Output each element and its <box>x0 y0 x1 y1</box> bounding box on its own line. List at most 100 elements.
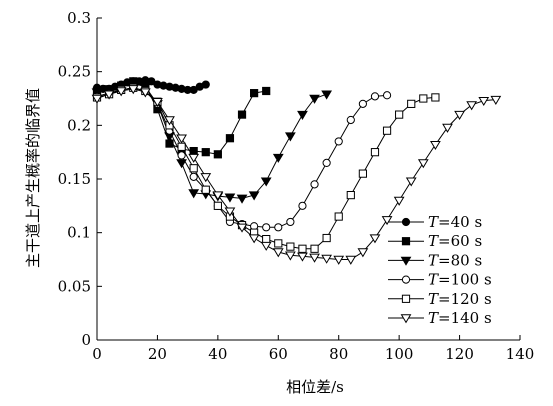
data-point <box>177 151 186 160</box>
legend: T=40 sT=60 sT=80 sT=100 sT=120 sT=140 s <box>388 213 492 327</box>
data-point <box>298 201 307 210</box>
data-point <box>381 216 393 226</box>
y-tick-label: 0.25 <box>58 63 91 81</box>
data-point <box>310 180 319 189</box>
data-point <box>248 191 260 201</box>
data-point <box>405 177 417 187</box>
legend-marker <box>400 256 412 266</box>
legend-label: T=100 s <box>428 271 492 289</box>
legend-marker <box>400 314 412 324</box>
data-point <box>334 137 343 146</box>
legend-marker <box>401 275 411 284</box>
data-point <box>236 223 248 233</box>
data-point <box>237 110 247 119</box>
data-point <box>321 254 333 264</box>
axes: 0 20 40 60 80 100 120 140 0 0.05 0.1 0.15 0.2 0.25 0.3 <box>58 9 535 363</box>
data-point <box>248 234 260 244</box>
data-point <box>189 164 198 173</box>
data-point <box>395 110 404 119</box>
x-tick-label: 60 <box>269 345 288 363</box>
legend-item: T=140 s <box>388 309 492 327</box>
data-point <box>127 85 139 95</box>
data-point <box>213 201 222 210</box>
series-6 <box>91 85 502 265</box>
data-point <box>250 89 259 98</box>
legend-label-var: T <box>428 232 439 250</box>
legend-item: T=80 s <box>388 251 482 269</box>
data-point <box>407 99 416 108</box>
x-tick-label: 20 <box>148 345 167 363</box>
data-point <box>284 132 296 142</box>
data-point <box>212 191 224 201</box>
legend-label-var: T <box>428 271 439 289</box>
data-point <box>176 134 187 144</box>
data-point <box>115 87 127 97</box>
data-point <box>103 90 115 100</box>
data-point <box>370 92 380 101</box>
legend-label-rest: =100 s <box>438 271 492 289</box>
data-point <box>201 80 210 89</box>
data-point <box>478 96 490 107</box>
x-tick-label: 40 <box>208 345 227 363</box>
legend-label-rest: =40 s <box>438 213 482 231</box>
data-point <box>176 159 187 169</box>
legend-label-var: T <box>428 213 439 231</box>
data-point <box>272 248 284 258</box>
data-point <box>177 142 186 151</box>
legend-marker <box>401 217 411 227</box>
data-point <box>358 169 367 178</box>
data-point <box>309 94 320 104</box>
legend-item: T=100 s <box>388 271 492 289</box>
x-tick-label: 100 <box>385 345 414 363</box>
data-point <box>321 90 333 100</box>
data-point <box>393 196 405 206</box>
data-point <box>274 223 283 232</box>
data-point <box>310 244 319 253</box>
x-axis-title: 相位差/s <box>286 378 344 396</box>
x-tick-label: 80 <box>329 345 348 363</box>
legend-item: T=40 s <box>388 213 482 231</box>
legend-label-rest: =60 s <box>438 232 482 250</box>
series-line <box>96 87 388 228</box>
y-tick-label: 0 <box>81 331 91 349</box>
y-axis-title: 主干道上产生概率的临界值 <box>24 88 42 268</box>
y-tick-label: 0.2 <box>67 116 91 134</box>
y-tick-label: 0.1 <box>67 224 91 242</box>
data-point <box>466 101 478 111</box>
legend-label: T=60 s <box>428 232 482 250</box>
data-point <box>370 148 380 157</box>
data-point <box>419 94 428 103</box>
legend-label: T=120 s <box>428 290 492 308</box>
data-point <box>91 94 103 104</box>
data-point <box>260 177 272 187</box>
data-point <box>345 255 357 265</box>
legend-item: T=120 s <box>388 290 492 308</box>
legend-label-rest: =120 s <box>438 290 492 308</box>
data-point <box>309 253 320 263</box>
y-tick-label: 0.05 <box>58 277 91 295</box>
data-point <box>442 123 453 133</box>
series-line <box>96 88 496 260</box>
series-3 <box>91 79 333 204</box>
legend-label-rest: =140 s <box>438 309 492 327</box>
legend-label: T=140 s <box>428 309 492 327</box>
data-point <box>262 86 271 96</box>
data-point <box>189 172 198 181</box>
data-point <box>490 95 502 105</box>
data-point <box>382 91 392 100</box>
data-point <box>322 233 331 243</box>
data-point <box>298 244 307 253</box>
data-point <box>188 189 200 199</box>
data-point <box>224 193 236 203</box>
data-point <box>225 134 235 143</box>
x-tick-label: 0 <box>92 345 102 363</box>
x-tick-label: 140 <box>506 345 535 363</box>
data-point <box>262 235 271 244</box>
data-point <box>333 255 345 265</box>
legend-label-var: T <box>428 251 439 269</box>
x-tick-label: 120 <box>445 345 474 363</box>
y-tick-label: 0.15 <box>58 170 91 188</box>
data-point <box>382 126 392 135</box>
legend-marker <box>401 237 411 246</box>
